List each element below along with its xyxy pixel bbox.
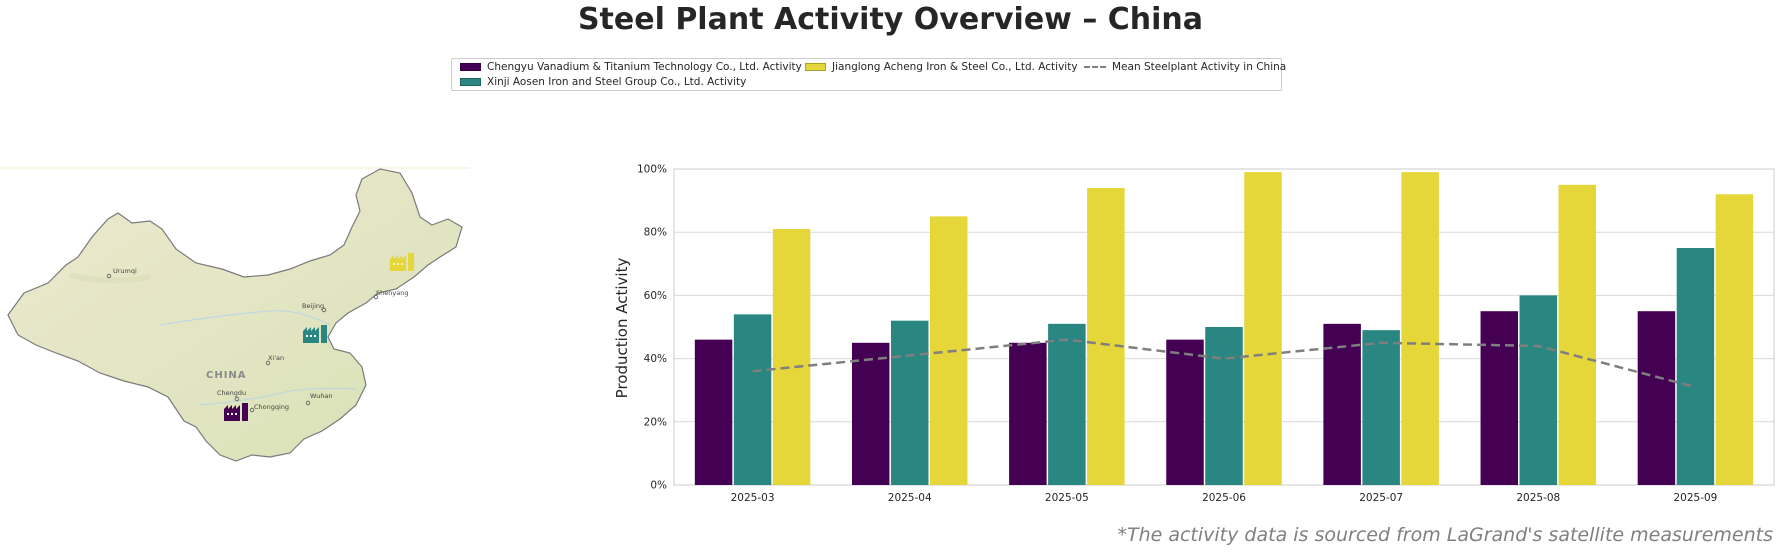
city-dot-wuhan xyxy=(305,400,311,406)
china-map: Urumqi Beijing Shenyang Xi'an Chengdu Ch… xyxy=(0,165,470,495)
legend-swatch-chengyu xyxy=(460,63,481,71)
x-tick-label: 2025-06 xyxy=(1202,492,1246,504)
chart-bars xyxy=(694,172,1754,486)
bar-xinji xyxy=(1676,248,1715,485)
bar-jianglong xyxy=(1558,184,1597,486)
bar-xinji xyxy=(890,320,929,485)
bar-xinji xyxy=(733,314,772,485)
activity-bar-chart: 0% 20% 40% 60% 80% 100% 2025-03 2025-04 2025-05 2… xyxy=(613,164,1775,504)
city-label-wuhan: Wuhan xyxy=(310,392,333,400)
y-tick-label: 100% xyxy=(637,164,667,176)
bar-jianglong xyxy=(1087,187,1125,485)
legend-dash-mean xyxy=(1084,66,1106,68)
city-label-chengdu: Chengdu xyxy=(217,389,246,397)
legend-label-mean: Mean Steelplant Activity in China xyxy=(1112,61,1287,73)
chart-mean-line xyxy=(752,338,1696,389)
data-source-footnote: *The activity data is sourced from LaGra… xyxy=(1117,524,1773,546)
legend-item-mean: Mean Steelplant Activity in China xyxy=(1084,60,1286,74)
x-tick-label: 2025-04 xyxy=(888,492,932,504)
bar-jianglong xyxy=(1401,172,1439,485)
bar-chengyu xyxy=(1480,311,1519,485)
y-tick-label: 0% xyxy=(650,480,667,492)
x-tick-label: 2025-08 xyxy=(1516,492,1560,504)
bar-xinji xyxy=(1048,323,1086,485)
bar-jianglong xyxy=(1244,172,1282,485)
mean-activity-line xyxy=(752,338,1696,389)
city-label-urumqi: Urumqi xyxy=(113,267,137,275)
city-dot-beijing xyxy=(321,307,327,313)
bar-jianglong xyxy=(772,229,811,485)
bar-chengyu xyxy=(1323,323,1361,485)
city-dot-xian xyxy=(265,360,271,366)
bar-xinji xyxy=(1519,295,1558,485)
yellow-river-line xyxy=(159,310,331,326)
city-label-chongqing: Chongqing xyxy=(254,403,289,411)
city-label-shenyang: Shenyang xyxy=(376,289,408,297)
legend-item-xinji: Xinji Aosen Iron and Steel Group Co., Lt… xyxy=(460,75,746,89)
y-axis-label: Production Activity xyxy=(613,258,631,399)
legend-item-chengyu: Chengyu Vanadium & Titanium Technology C… xyxy=(460,60,802,74)
jianglong-plant-icon xyxy=(390,253,414,271)
chengyu-plant-icon xyxy=(224,403,248,421)
legend-label-chengyu: Chengyu Vanadium & Titanium Technology C… xyxy=(487,61,802,73)
legend-label-xinji: Xinji Aosen Iron and Steel Group Co., Lt… xyxy=(487,76,747,88)
y-tick-label: 20% xyxy=(644,416,667,428)
chart-legend: Chengyu Vanadium & Titanium Technology C… xyxy=(451,58,1286,91)
city-label-beijing: Beijing xyxy=(302,302,324,310)
y-tick-label: 80% xyxy=(644,227,667,239)
city-label-xian: Xi'an xyxy=(268,354,284,362)
bar-chengyu xyxy=(851,342,890,485)
x-tick-label: 2025-09 xyxy=(1673,492,1717,504)
china-map-svg: Urumqi Beijing Shenyang Xi'an Chengdu Ch… xyxy=(0,167,470,462)
x-tick-label: 2025-03 xyxy=(731,492,775,504)
city-dot-urumqi xyxy=(106,273,112,279)
bar-chengyu xyxy=(1009,342,1047,485)
x-tick-label: 2025-05 xyxy=(1045,492,1089,504)
y-tick-label: 60% xyxy=(644,290,667,302)
legend-swatch-xinji xyxy=(460,78,481,86)
bar-chengyu xyxy=(694,339,733,485)
map-country-label: CHINA xyxy=(206,370,247,381)
bar-xinji xyxy=(1362,330,1400,485)
bar-xinji xyxy=(1205,327,1243,485)
legend-swatch-jianglong xyxy=(805,63,826,71)
bar-chengyu xyxy=(1637,311,1676,485)
y-tick-label: 40% xyxy=(644,353,667,365)
x-tick-label: 2025-07 xyxy=(1359,492,1403,504)
legend-label-jianglong: Jianglong Acheng Iron & Steel Co., Ltd. … xyxy=(832,61,1078,73)
tianshan-terrain xyxy=(69,272,151,284)
city-dot-chongqing xyxy=(249,407,255,413)
yangtze-river-line xyxy=(199,387,357,406)
bar-chengyu xyxy=(1166,339,1204,485)
page-title: Steel Plant Activity Overview – China xyxy=(577,2,1204,37)
legend-item-jianglong: Jianglong Acheng Iron & Steel Co., Ltd. … xyxy=(805,60,1078,74)
city-dot-chengdu xyxy=(234,396,240,402)
china-outline xyxy=(7,168,463,462)
xinji-plant-icon xyxy=(303,325,327,343)
city-dot-shenyang xyxy=(373,294,379,300)
bar-jianglong xyxy=(1715,194,1754,485)
